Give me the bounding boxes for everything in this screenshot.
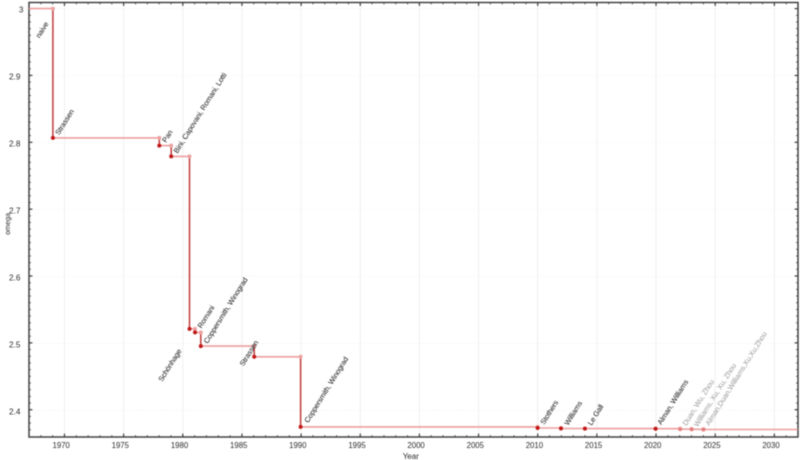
svg-text:2010: 2010 — [526, 441, 544, 450]
svg-text:1995: 1995 — [348, 441, 366, 450]
svg-text:2020: 2020 — [644, 441, 662, 450]
svg-text:2.9: 2.9 — [9, 73, 21, 82]
svg-text:1980: 1980 — [171, 441, 189, 450]
svg-text:1970: 1970 — [53, 441, 71, 450]
svg-text:1990: 1990 — [289, 441, 307, 450]
svg-text:2.6: 2.6 — [9, 274, 21, 283]
svg-text:1975: 1975 — [112, 441, 130, 450]
svg-text:2030: 2030 — [762, 441, 780, 450]
svg-text:2005: 2005 — [467, 441, 485, 450]
svg-text:omega: omega — [3, 213, 12, 235]
svg-text:2015: 2015 — [585, 441, 603, 450]
svg-text:2.7: 2.7 — [9, 207, 21, 216]
svg-text:2.4: 2.4 — [9, 407, 21, 416]
svg-text:Year: Year — [403, 452, 420, 460]
svg-text:2.5: 2.5 — [9, 340, 21, 349]
svg-text:2025: 2025 — [703, 441, 721, 450]
svg-text:1985: 1985 — [230, 441, 248, 450]
svg-text:2.8: 2.8 — [9, 140, 21, 149]
svg-text:3: 3 — [19, 6, 24, 15]
svg-text:2000: 2000 — [407, 441, 425, 450]
